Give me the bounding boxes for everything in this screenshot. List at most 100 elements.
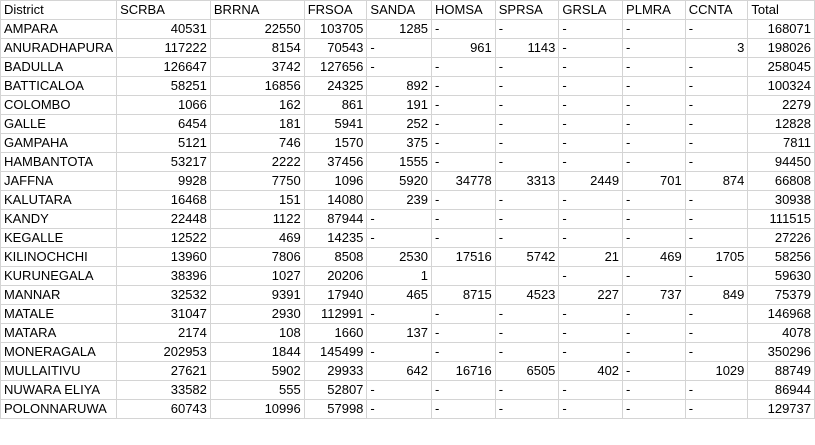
value-cell[interactable]: 469 [622,247,686,267]
value-cell[interactable]: 1660 [303,323,368,343]
value-cell[interactable]: 117222 [116,38,211,58]
value-cell[interactable]: 22448 [116,209,211,229]
value-cell[interactable]: - [494,95,560,115]
value-cell[interactable]: 239 [366,190,433,210]
value-cell[interactable]: - [622,380,686,400]
value-cell[interactable]: - [558,342,624,362]
value-cell[interactable]: 191 [366,95,433,115]
value-cell[interactable]: 94450 [747,152,815,172]
value-cell[interactable]: - [366,228,433,248]
value-cell[interactable]: 252 [366,114,433,134]
value-cell[interactable]: 1122 [209,209,305,229]
value-cell[interactable]: - [431,190,496,210]
value-cell[interactable]: 146968 [747,304,815,324]
value-cell[interactable]: 37456 [303,152,368,172]
value-cell[interactable]: - [684,57,749,77]
value-cell[interactable]: - [366,380,433,400]
value-cell[interactable]: - [431,342,496,362]
value-cell[interactable]: 12828 [747,114,815,134]
value-cell[interactable]: 24325 [303,76,368,96]
value-cell[interactable]: - [558,76,624,96]
column-header-cell[interactable]: HOMSA [431,0,496,20]
value-cell[interactable]: 52807 [303,380,368,400]
value-cell[interactable]: - [622,114,686,134]
district-cell[interactable]: KILINOCHCHI [0,247,118,267]
value-cell[interactable]: 111515 [747,209,815,229]
value-cell[interactable]: 227 [558,285,624,305]
value-cell[interactable]: 86944 [747,380,815,400]
value-cell[interactable]: - [558,133,624,153]
value-cell[interactable]: - [494,133,560,153]
value-cell[interactable]: 861 [303,95,368,115]
value-cell[interactable]: 2930 [209,304,305,324]
value-cell[interactable]: - [622,38,686,58]
value-cell[interactable]: 1029 [684,361,749,381]
value-cell[interactable]: - [622,342,686,362]
value-cell[interactable]: 34778 [431,171,496,191]
district-cell[interactable]: JAFFNA [0,171,118,191]
value-cell[interactable]: - [494,323,560,343]
value-cell[interactable]: - [558,209,624,229]
value-cell[interactable]: - [684,380,749,400]
value-cell[interactable]: - [684,19,749,39]
value-cell[interactable]: 75379 [747,285,815,305]
value-cell[interactable]: 60743 [116,399,211,419]
value-cell[interactable]: - [431,76,496,96]
value-cell[interactable]: - [558,19,624,39]
value-cell[interactable]: - [684,228,749,248]
value-cell[interactable]: 40531 [116,19,211,39]
value-cell[interactable]: 8154 [209,38,305,58]
value-cell[interactable]: 465 [366,285,433,305]
value-cell[interactable]: 1705 [684,247,749,267]
value-cell[interactable]: - [558,228,624,248]
column-header-cell[interactable]: GRSLA [558,0,624,20]
value-cell[interactable]: 202953 [116,342,211,362]
value-cell[interactable]: 20206 [303,266,368,286]
value-cell[interactable]: 10996 [209,399,305,419]
value-cell[interactable]: 892 [366,76,433,96]
district-cell[interactable]: MANNAR [0,285,118,305]
value-cell[interactable] [431,266,496,286]
value-cell[interactable]: - [558,190,624,210]
value-cell[interactable]: 33582 [116,380,211,400]
column-header-cell[interactable]: SANDA [366,0,433,20]
value-cell[interactable]: - [684,304,749,324]
value-cell[interactable]: 7811 [747,133,815,153]
value-cell[interactable]: 2279 [747,95,815,115]
value-cell[interactable]: 2449 [558,171,624,191]
value-cell[interactable]: - [431,323,496,343]
value-cell[interactable]: - [431,152,496,172]
value-cell[interactable]: - [494,57,560,77]
value-cell[interactable]: 3742 [209,57,305,77]
column-header-cell[interactable]: PLMRA [622,0,686,20]
value-cell[interactable]: 3313 [494,171,560,191]
value-cell[interactable]: 12522 [116,228,211,248]
value-cell[interactable]: - [622,95,686,115]
district-cell[interactable]: ANURADHAPURA [0,38,118,58]
value-cell[interactable]: 129737 [747,399,815,419]
value-cell[interactable]: 70543 [303,38,368,58]
value-cell[interactable]: - [684,190,749,210]
value-cell[interactable]: - [494,342,560,362]
value-cell[interactable]: 402 [558,361,624,381]
value-cell[interactable]: 9391 [209,285,305,305]
value-cell[interactable]: 737 [622,285,686,305]
value-cell[interactable]: 642 [366,361,433,381]
value-cell[interactable]: 14235 [303,228,368,248]
district-cell[interactable]: MULLAITIVU [0,361,118,381]
value-cell[interactable]: - [558,323,624,343]
value-cell[interactable]: - [431,95,496,115]
value-cell[interactable]: - [684,399,749,419]
value-cell[interactable]: - [431,304,496,324]
value-cell[interactable]: - [622,323,686,343]
value-cell[interactable]: 162 [209,95,305,115]
value-cell[interactable]: - [494,190,560,210]
value-cell[interactable]: 30938 [747,190,815,210]
value-cell[interactable]: 746 [209,133,305,153]
value-cell[interactable]: 88749 [747,361,815,381]
value-cell[interactable]: 27226 [747,228,815,248]
value-cell[interactable]: 100324 [747,76,815,96]
value-cell[interactable]: 2174 [116,323,211,343]
value-cell[interactable]: 1285 [366,19,433,39]
value-cell[interactable]: 32532 [116,285,211,305]
